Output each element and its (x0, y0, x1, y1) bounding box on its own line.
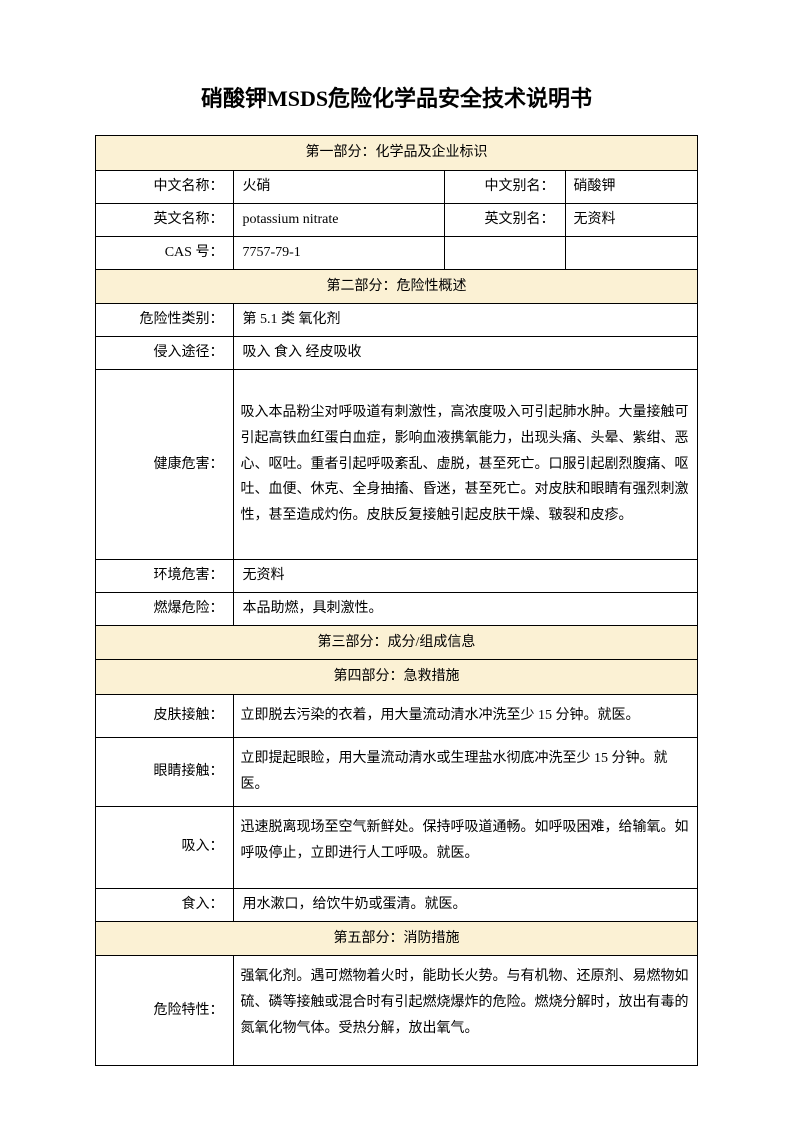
page-title: 硝酸钾MSDS危险化学品安全技术说明书 (95, 80, 698, 117)
en-name-label: 英文名称： (96, 203, 234, 236)
blank-label (445, 236, 565, 269)
health-value: 吸入本品粉尘对呼吸道有刺激性，高浓度吸入可引起肺水肿。大量接触可引起高铁血红蛋白… (234, 369, 698, 559)
skin-label: 皮肤接触： (96, 695, 234, 738)
route-value: 吸入 食入 经皮吸收 (234, 337, 698, 370)
cn-name-value: 火硝 (234, 171, 445, 204)
eye-value: 立即提起眼睑，用大量流动清水或生理盐水彻底冲洗至少 15 分钟。就医。 (234, 738, 698, 807)
health-label: 健康危害： (96, 369, 234, 559)
ingest-value: 用水漱口，给饮牛奶或蛋清。就医。 (234, 888, 698, 921)
inhale-label: 吸入： (96, 806, 234, 888)
section5-header: 第五部分：消防措施 (96, 921, 698, 956)
fire-label: 燃爆危险： (96, 592, 234, 625)
cn-alias-value: 硝酸钾 (565, 171, 697, 204)
en-name-value: potassium nitrate (234, 203, 445, 236)
inhale-value: 迅速脱离现场至空气新鲜处。保持呼吸道通畅。如呼吸困难，给输氧。如呼吸停止，立即进… (234, 806, 698, 888)
hazard-value: 强氧化剂。遇可燃物着火时，能助长火势。与有机物、还原剂、易燃物如硫、磷等接触或混… (234, 956, 698, 1066)
category-value: 第 5.1 类 氧化剂 (234, 304, 698, 337)
en-alias-value: 无资料 (565, 203, 697, 236)
hazard-label: 危险特性： (96, 956, 234, 1066)
skin-value: 立即脱去污染的衣着，用大量流动清水冲洗至少 15 分钟。就医。 (234, 695, 698, 738)
eye-label: 眼睛接触： (96, 738, 234, 807)
section2-header: 第二部分：危险性概述 (96, 269, 698, 304)
category-label: 危险性类别： (96, 304, 234, 337)
section4-header: 第四部分：急救措施 (96, 660, 698, 695)
blank-value (565, 236, 697, 269)
en-alias-label: 英文别名： (445, 203, 565, 236)
msds-table: 第一部分：化学品及企业标识 中文名称： 火硝 中文别名： 硝酸钾 英文名称： p… (95, 135, 698, 1066)
cn-name-label: 中文名称： (96, 171, 234, 204)
env-value: 无资料 (234, 559, 698, 592)
cas-value: 7757-79-1 (234, 236, 445, 269)
section3-header: 第三部分：成分/组成信息 (96, 625, 698, 660)
fire-value: 本品助燃，具刺激性。 (234, 592, 698, 625)
cas-label: CAS 号： (96, 236, 234, 269)
env-label: 环境危害： (96, 559, 234, 592)
cn-alias-label: 中文别名： (445, 171, 565, 204)
route-label: 侵入途径： (96, 337, 234, 370)
ingest-label: 食入： (96, 888, 234, 921)
section1-header: 第一部分：化学品及企业标识 (96, 136, 698, 171)
